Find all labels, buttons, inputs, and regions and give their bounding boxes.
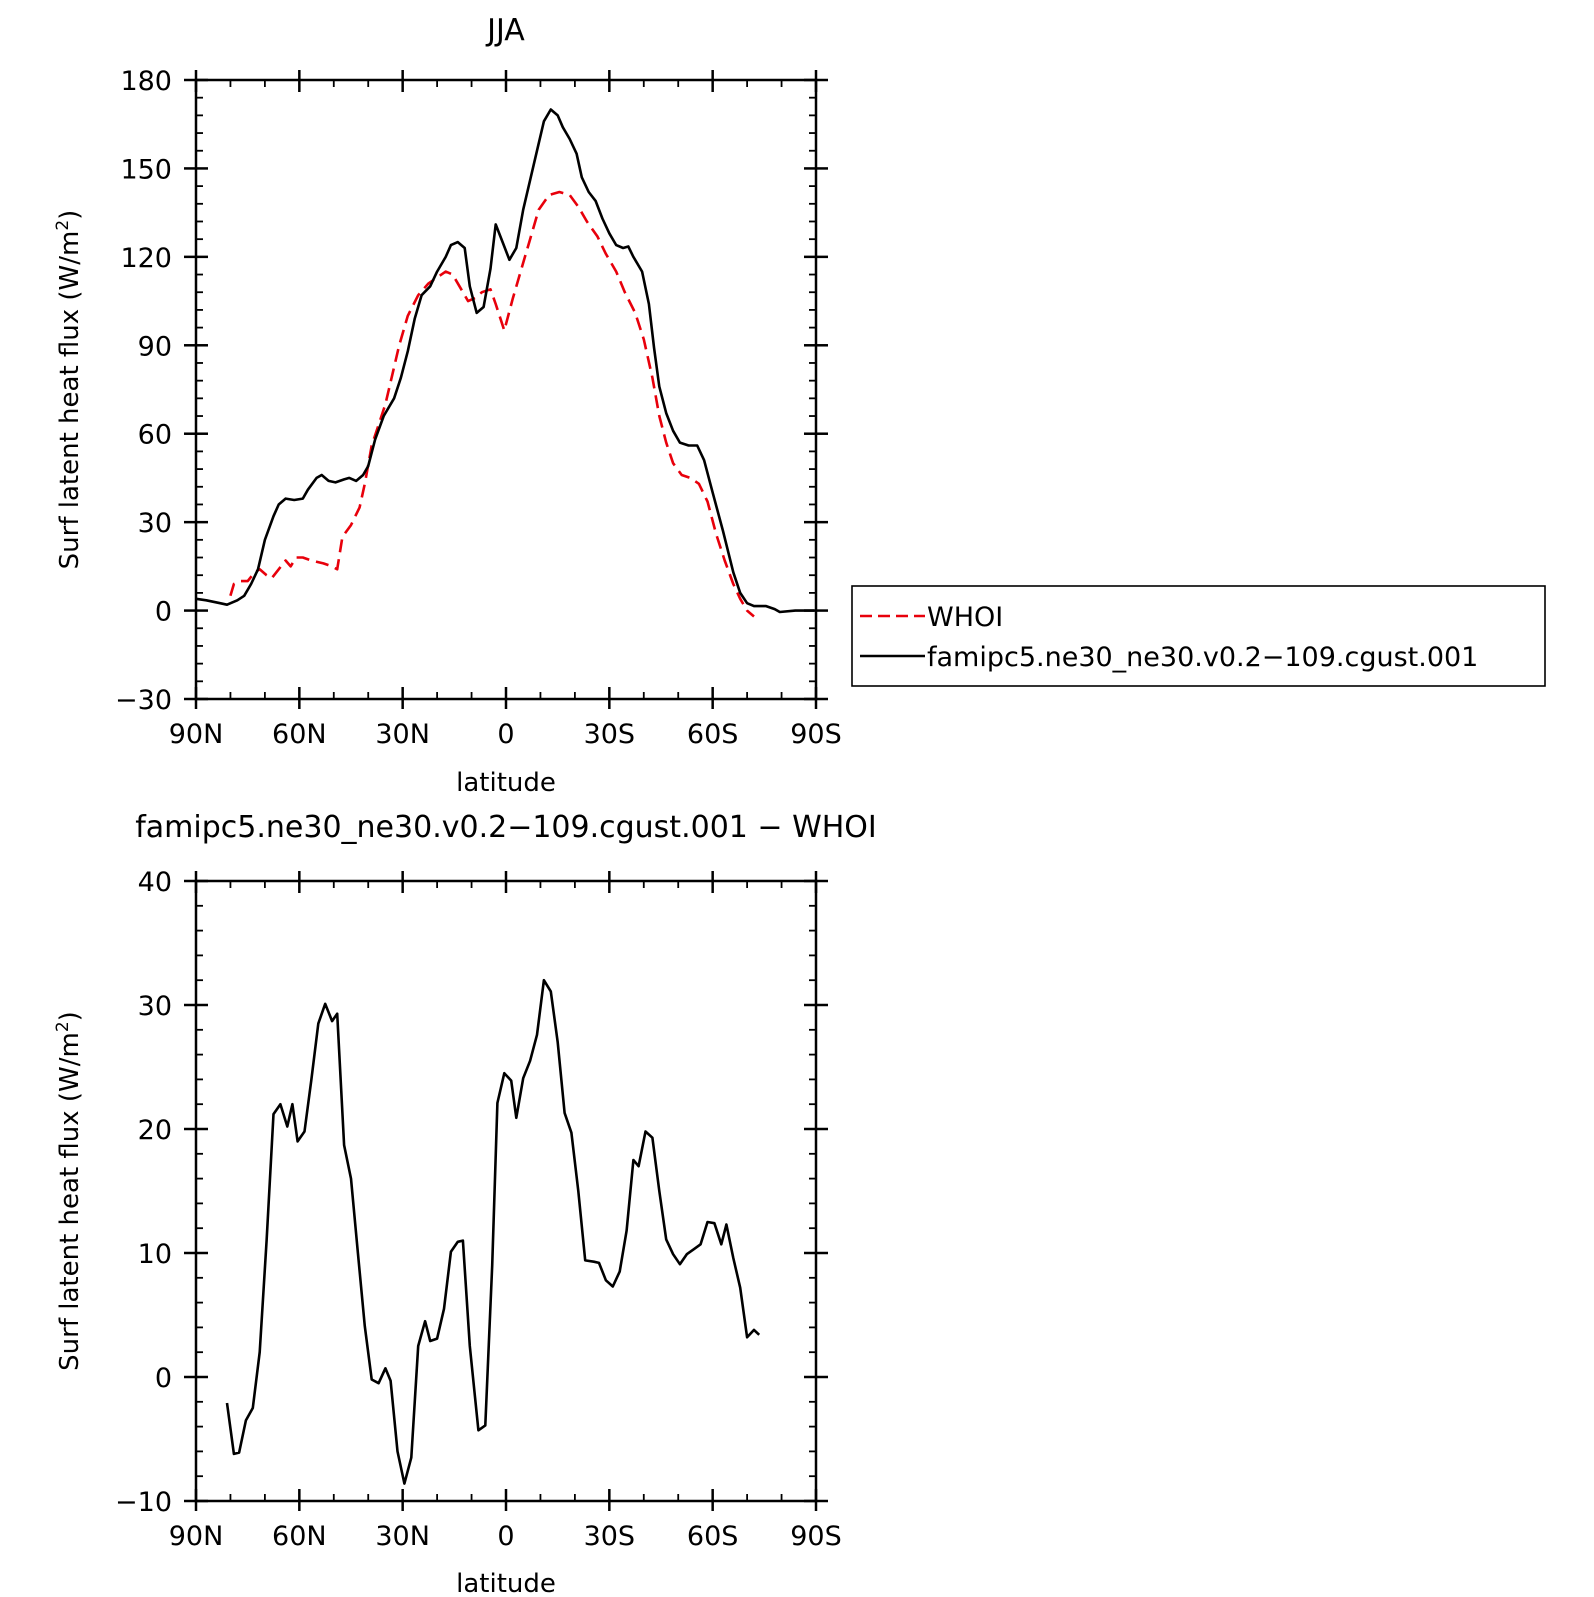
y-tick-label: 30 — [138, 508, 172, 539]
x-tick-label: 0 — [497, 719, 514, 750]
legend-label-1: WHOI — [927, 602, 1003, 633]
y-tick-label: −10 — [115, 1487, 172, 1518]
y-axis-title-close: ) — [55, 1011, 85, 1021]
y-axis-title: Surf latent heat flux (W/m2) — [53, 1011, 85, 1371]
series-line-1 — [229, 190, 755, 618]
x-tick-label: 30S — [584, 719, 636, 750]
series-line-1 — [225, 978, 761, 1485]
y-axis-title-sup: 2 — [53, 220, 73, 231]
y-tick-label: −30 — [115, 685, 172, 716]
y-tick-label: 60 — [138, 420, 172, 451]
x-tick-label: 0 — [497, 1521, 514, 1552]
y-tick-label: 20 — [138, 1115, 172, 1146]
y-tick-label: 30 — [138, 991, 172, 1022]
x-tick-label: 90S — [790, 719, 842, 750]
panel-2: famipc5.ne30_ne30.v0.2−109.cgust.001 − W… — [53, 810, 877, 1597]
chart-title: JJA — [485, 13, 525, 48]
y-axis-title: Surf latent heat flux (W/m2) — [53, 210, 85, 570]
x-tick-label: 30N — [375, 719, 430, 750]
x-tick-label: 60S — [687, 719, 739, 750]
x-tick-label: 90N — [169, 1521, 224, 1552]
y-tick-label: 120 — [120, 243, 172, 274]
x-tick-label: 90N — [169, 719, 224, 750]
y-axis-title-close: ) — [55, 210, 85, 220]
legend-label-2: famipc5.ne30_ne30.v0.2−109.cgust.001 — [927, 642, 1478, 673]
x-axis-title: latitude — [456, 768, 556, 798]
y-tick-label: 10 — [138, 1239, 172, 1270]
x-tick-label: 90S — [790, 1521, 842, 1552]
y-tick-label: 0 — [155, 597, 172, 628]
legend: WHOI famipc5.ne30_ne30.v0.2−109.cgust.001 — [851, 585, 1546, 687]
y-tick-label: 90 — [138, 331, 172, 362]
x-axis-title: latitude — [456, 1569, 556, 1597]
y-axis-title-main: Surf latent heat flux (W/m — [55, 1032, 85, 1371]
x-tick-label: 60N — [272, 1521, 327, 1552]
x-tick-label: 60N — [272, 719, 327, 750]
y-tick-label: 40 — [138, 867, 172, 898]
x-tick-label: 30N — [375, 1521, 430, 1552]
y-tick-label: 150 — [120, 154, 172, 185]
panel-1: JJA 90N 60N 30N 0 30S 60S 90S −30 0 30 60 90 120 150 18… — [53, 13, 1546, 798]
y-tick-label: 180 — [120, 66, 172, 97]
y-axis-title-sup: 2 — [53, 1021, 73, 1032]
x-tick-label: 30S — [584, 1521, 636, 1552]
y-axis-title-main: Surf latent heat flux (W/m — [55, 231, 85, 570]
x-tick-label: 60S — [687, 1521, 739, 1552]
series-line-2 — [195, 108, 815, 614]
legend-box — [851, 585, 1546, 687]
chart-title: famipc5.ne30_ne30.v0.2−109.cgust.001 − W… — [135, 810, 877, 845]
y-tick-label: 0 — [155, 1363, 172, 1394]
